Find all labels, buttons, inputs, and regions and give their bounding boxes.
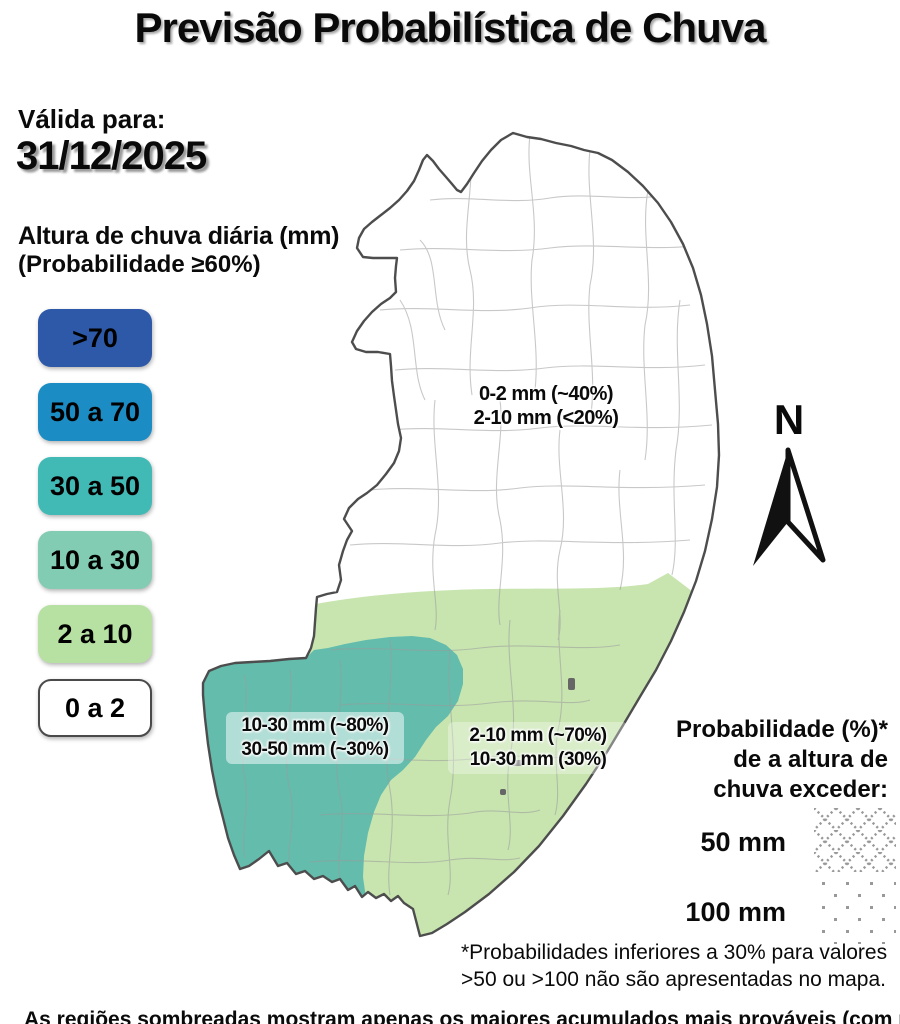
map-label-north-zone: 0-2 mm (~40%) 2-10 mm (<20%): [473, 383, 619, 429]
footnote: *Probabilidades inferiores a 30% para va…: [461, 941, 888, 991]
exceed-50mm-label: 50 mm: [700, 827, 786, 857]
valid-for-date: 31/12/2025: [16, 134, 207, 178]
exceed-100mm-label: 100 mm: [685, 897, 786, 927]
page-title: Previsão Probabilística de Chuva: [134, 4, 767, 51]
legend-item-10-30: 10 a 30: [38, 531, 152, 589]
legend-item-0-2: 0 a 2: [38, 679, 152, 737]
compass-north-label: N: [773, 396, 805, 443]
map-region-teal-10-30: [203, 636, 463, 902]
legend-heading-line2: (Probabilidade ≥60%): [18, 251, 261, 278]
map-label-southeast-zone: 2-10 mm (~70%) 10-30 mm (30%): [448, 722, 628, 774]
rain-depth-legend: >70 50 a 70 30 a 50 10 a 30 2 a 10 0 a 2: [38, 309, 152, 737]
dots-icon: [818, 878, 896, 944]
legend-heading-line1: Altura de chuva diária (mm): [18, 222, 340, 250]
legend-item-30-50: 30 a 50: [38, 457, 152, 515]
crosshatch-icon: [814, 808, 896, 872]
state-outline: [201, 131, 721, 938]
north-arrow-icon: [753, 447, 826, 566]
probability-legend-heading: Probabilidade (%)* de a altura de chuva …: [675, 716, 888, 803]
legend-item-gt70: >70: [38, 309, 152, 367]
coastline-detail-marks: [500, 678, 575, 795]
legend-item-50-70: 50 a 70: [38, 383, 152, 441]
map-label-southwest-zone: 10-30 mm (~80%) 30-50 mm (~30%): [226, 712, 404, 764]
bottom-note-clipped: As regiões sombreadas mostram apenas os …: [24, 1010, 900, 1024]
legend-item-2-10: 2 a 10: [38, 605, 152, 663]
valid-for-label: Válida para:: [18, 104, 166, 134]
